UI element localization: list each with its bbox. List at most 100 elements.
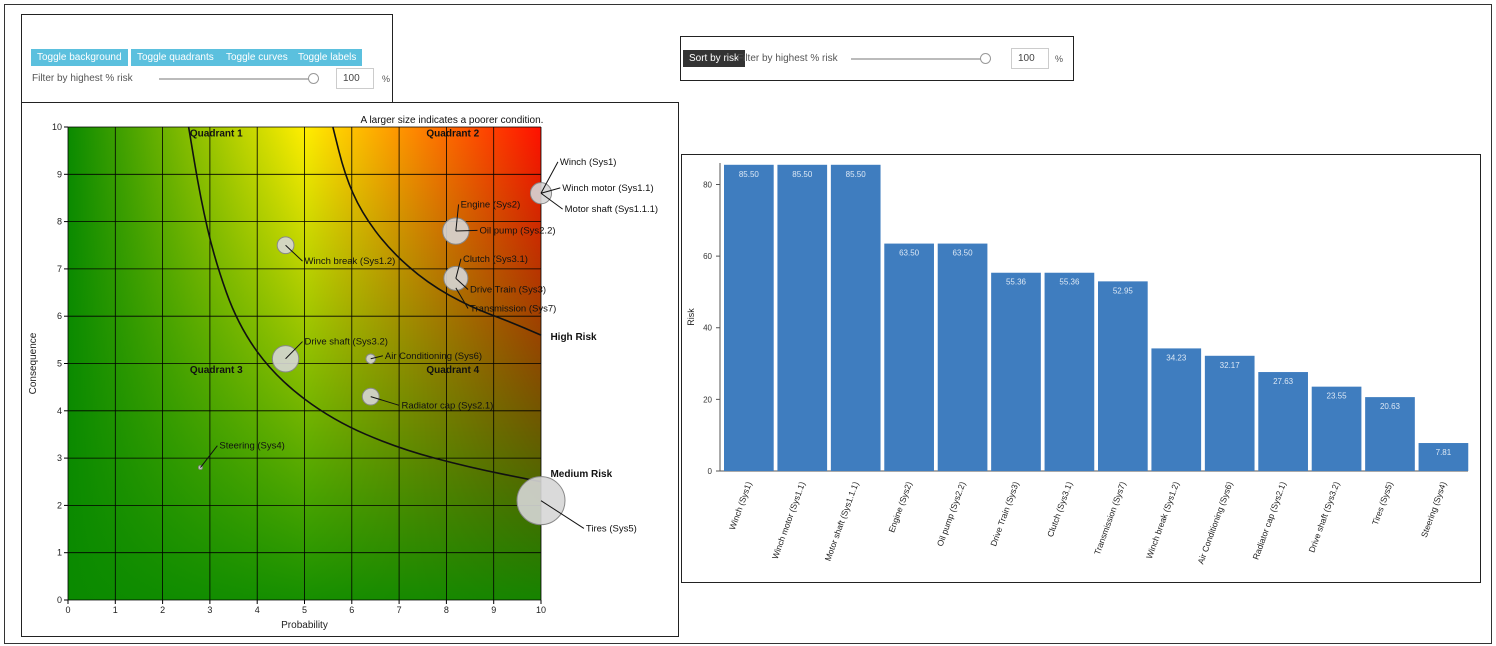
chart-title: A larger size indicates a poorer conditi… [361,115,544,126]
y-tick-label: 10 [52,122,62,132]
bar[interactable] [1418,443,1469,471]
sort-by-risk-button[interactable]: Sort by risk [683,50,746,67]
x-tick-label: Oil pump (Sys2.2) [935,480,968,547]
y-tick-label: 8 [57,217,62,227]
y-tick-label: 40 [703,324,712,333]
outer-frame [4,4,1492,644]
bar-value-label: 85.50 [739,170,760,179]
risk-point-leader [540,500,585,529]
bar-value-label: 63.50 [953,249,974,258]
x-tick-label: Winch motor (Sys1.1) [770,480,807,560]
filter-percent-input[interactable] [336,68,374,89]
bar[interactable] [1044,272,1095,471]
y-tick-label: 80 [703,180,712,189]
filter-slider-track[interactable] [851,58,991,60]
toggle-background-button[interactable]: Toggle background [31,49,128,66]
bar[interactable] [1151,348,1202,471]
bar-value-label: 7.81 [1436,448,1452,457]
risk-point-leader [200,445,218,468]
risk-point-label: Winch break (Sys1.2) [305,256,396,267]
x-tick-label: Drive shaft (Sys3.2) [1307,480,1342,554]
x-tick-label: 2 [160,605,165,615]
risk-point-label: Tires (Sys5) [586,523,637,534]
grid [67,126,542,601]
risk-point-leader [370,355,384,360]
x-tick-label: Engine (Sys2) [886,480,914,534]
risk-points: Winch (Sys1) Winch motor (Sys1.1) Motor sh… [197,157,658,534]
bar[interactable] [1098,281,1148,471]
bar[interactable] [830,164,881,471]
risk-point-leader [455,229,478,232]
risk-curve-label: High Risk [550,332,597,343]
risk-curve [187,126,542,483]
bar-value-label: 20.63 [1380,402,1401,411]
risk-bar-chart-panel: 0 20 40 60 80 Risk 85.50 85.50 85.50 63.50 63.50… [681,154,1481,583]
risk-point-leader [455,287,469,309]
bar[interactable] [777,164,828,471]
filter-percent-input[interactable] [1011,48,1049,69]
y-tick-label: 20 [703,395,712,404]
risk-matrix-controls: Toggle background Toggle quadrants Toggl… [21,14,393,103]
risk-point-label: Steering (Sys4) [219,441,284,452]
quadrant-label: Quadrant 3 [190,365,243,376]
toggle-labels-button[interactable]: Toggle labels [292,49,363,66]
bar[interactable] [1311,386,1362,471]
bar[interactable] [937,243,988,471]
bar-value-label: 27.63 [1273,377,1294,386]
y-axis-label: Consequence [28,332,39,394]
y-tick-label: 3 [57,453,62,463]
bar-value-label: 23.55 [1327,392,1348,401]
x-tick-label: Steering (Sys4) [1419,480,1448,539]
bar-value-label: 52.95 [1113,286,1134,295]
risk-point-label: Motor shaft (Sys1.1.1) [565,204,658,215]
y-axis-label: Risk [686,308,696,326]
y-axis: 0 1 2 3 4 5 6 7 8 9 10 [52,122,68,605]
bar[interactable] [1365,397,1415,471]
x-axis: Winch (Sys1) Winch motor (Sys1.1) Motor sh… [727,480,1448,565]
filter-slider-thumb[interactable] [980,53,991,64]
x-tick-label: 8 [444,605,449,615]
quadrant-label: Quadrant 1 [190,128,243,139]
y-tick-label: 0 [708,467,713,476]
x-tick-label: Drive Train (Sys3) [988,480,1021,547]
bar[interactable] [724,164,774,471]
risk-curve-label: Medium Risk [550,469,612,480]
x-tick-label: Winch break (Sys1.2) [1144,480,1181,560]
x-tick-label: Air Conditioning (Sys6) [1195,480,1234,565]
x-tick-label: 6 [349,605,354,615]
y-tick-label: 2 [57,500,62,510]
risk-point-leader [370,396,400,406]
x-tick-label: 4 [255,605,260,615]
y-tick-label: 5 [57,359,62,369]
risk-point-leader [540,161,559,194]
x-tick-label: 5 [302,605,307,615]
x-tick-label: Radiator cap (Sys2.1) [1250,480,1288,561]
risk-point-leader [540,192,563,210]
x-tick-label: 3 [207,605,212,615]
quadrant-label: Quadrant 2 [426,128,479,139]
risk-point-label: Oil pump (Sys2.2) [480,225,556,236]
bar[interactable] [1204,355,1255,471]
bar[interactable] [1258,372,1308,471]
risk-point-label: Winch (Sys1) [560,157,616,168]
x-tick-label: Winch (Sys1) [727,480,754,531]
risk-point-label: Transmission (Sys7) [470,303,556,314]
toggle-quadrants-button[interactable]: Toggle quadrants [131,49,220,66]
bar[interactable] [884,243,934,471]
bar[interactable] [991,272,1041,471]
toggle-curves-button[interactable]: Toggle curves [220,49,294,66]
filter-slider-thumb[interactable] [308,73,319,84]
filter-slider-track[interactable] [159,78,319,80]
risk-point-label: Drive shaft (Sys3.2) [305,337,388,348]
x-tick-label: 1 [113,605,118,615]
y-tick-label: 60 [703,252,712,261]
bar-value-label: 85.50 [846,170,867,179]
risk-point-label: Clutch (Sys3.1) [463,254,528,265]
risk-matrix-chart: A larger size indicates a poorer conditi… [28,115,658,631]
risk-point-leader [285,341,303,360]
risk-point-leader [455,204,460,232]
quadrant-labels: Quadrant 1 Quadrant 2 Quadrant 3 Quadrant 4 [190,128,480,376]
y-tick-label: 1 [57,548,62,558]
x-tick-label: Motor shaft (Sys1.1.1) [823,480,861,562]
y-tick-label: 7 [57,264,62,274]
